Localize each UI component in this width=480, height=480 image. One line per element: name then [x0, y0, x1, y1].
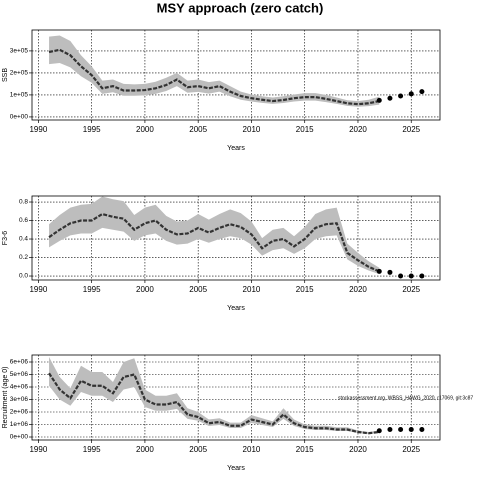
- confidence-band: [49, 35, 380, 107]
- projection-point: [398, 427, 404, 432]
- x-tick-label: 2010: [243, 445, 261, 454]
- annotation: stockassessment.org, WBSS_HAWG_2020, r17…: [338, 395, 473, 401]
- y-tick-label: 6e+06: [10, 359, 29, 366]
- median-line: [48, 372, 380, 435]
- x-tick-label: 1995: [83, 445, 101, 454]
- y-tick-label: 5e+06: [10, 371, 29, 378]
- x-tick-label: 2005: [189, 445, 207, 454]
- y-axis-label: F3-6: [2, 231, 9, 246]
- x-axis-label: Years: [227, 145, 245, 152]
- x-tick-label: 1995: [83, 125, 101, 134]
- y-tick-label: 0.0: [19, 273, 28, 280]
- median-line: [48, 212, 380, 273]
- x-tick-label: 2025: [402, 445, 420, 454]
- x-tick-label: 2010: [243, 125, 261, 134]
- y-tick-label: 0.2: [19, 254, 28, 261]
- projection-point: [419, 273, 425, 279]
- y-tick-label: 0.6: [19, 217, 28, 224]
- plot-frame: [31, 354, 441, 441]
- x-tick-label: 2015: [296, 445, 314, 454]
- y-tick-label: 1e+06: [10, 421, 29, 428]
- projection-point: [398, 273, 404, 279]
- x-tick-label: 2005: [189, 125, 207, 134]
- projection-point: [376, 428, 382, 434]
- y-tick-label: 0e+00: [10, 434, 29, 441]
- y-tick-label: 0e+00: [10, 114, 29, 121]
- x-axis-label: Years: [227, 465, 245, 472]
- x-tick-label: 1995: [83, 285, 101, 294]
- projection-point: [398, 93, 404, 99]
- x-tick-label: 2000: [136, 445, 154, 454]
- x-tick-label: 2020: [349, 445, 367, 454]
- x-tick-label: 2025: [402, 285, 420, 294]
- x-tick-label: 2020: [349, 285, 367, 294]
- chart-title: MSY approach (zero catch): [157, 0, 324, 15]
- y-tick-label: 0.8: [19, 199, 28, 206]
- projection-point: [419, 89, 425, 95]
- confidence-band: [49, 357, 380, 434]
- y-tick-label: 0.4: [19, 236, 28, 243]
- projection-point: [376, 97, 382, 103]
- x-tick-label: 2000: [136, 285, 154, 294]
- y-tick-label: 4e+06: [10, 384, 29, 391]
- plot-frame: [31, 195, 441, 281]
- projection-point: [408, 273, 414, 279]
- projection-point: [419, 427, 425, 432]
- projection-point: [376, 268, 382, 274]
- projection-point: [408, 91, 414, 97]
- y-tick-label: 1e+05: [10, 92, 29, 99]
- x-tick-label: 2020: [349, 125, 367, 134]
- x-tick-label: 2000: [136, 125, 154, 134]
- y-axis-label: SSB: [2, 68, 9, 82]
- x-tick-label: 2015: [296, 285, 314, 294]
- plot-frame: [31, 29, 441, 121]
- x-tick-label: 2025: [402, 125, 420, 134]
- x-tick-label: 2010: [243, 285, 261, 294]
- x-tick-label: 1990: [29, 445, 47, 454]
- x-tick-label: 2015: [296, 125, 314, 134]
- y-tick-label: 3e+05: [10, 48, 29, 55]
- y-tick-label: 2e+06: [10, 409, 29, 416]
- confidence-band: [49, 196, 380, 275]
- projection-point: [408, 427, 414, 432]
- projection-point: [387, 269, 393, 275]
- x-tick-label: 1990: [29, 125, 47, 134]
- x-tick-label: 1990: [29, 285, 47, 294]
- x-tick-label: 2005: [189, 285, 207, 294]
- projection-point: [387, 427, 393, 432]
- y-axis-label: Recruitment (age 0): [2, 367, 9, 429]
- projection-point: [387, 95, 393, 101]
- y-tick-label: 2e+05: [10, 70, 29, 77]
- median-line: [48, 48, 380, 106]
- y-tick-label: 3e+06: [10, 396, 29, 403]
- x-axis-label: Years: [227, 305, 245, 312]
